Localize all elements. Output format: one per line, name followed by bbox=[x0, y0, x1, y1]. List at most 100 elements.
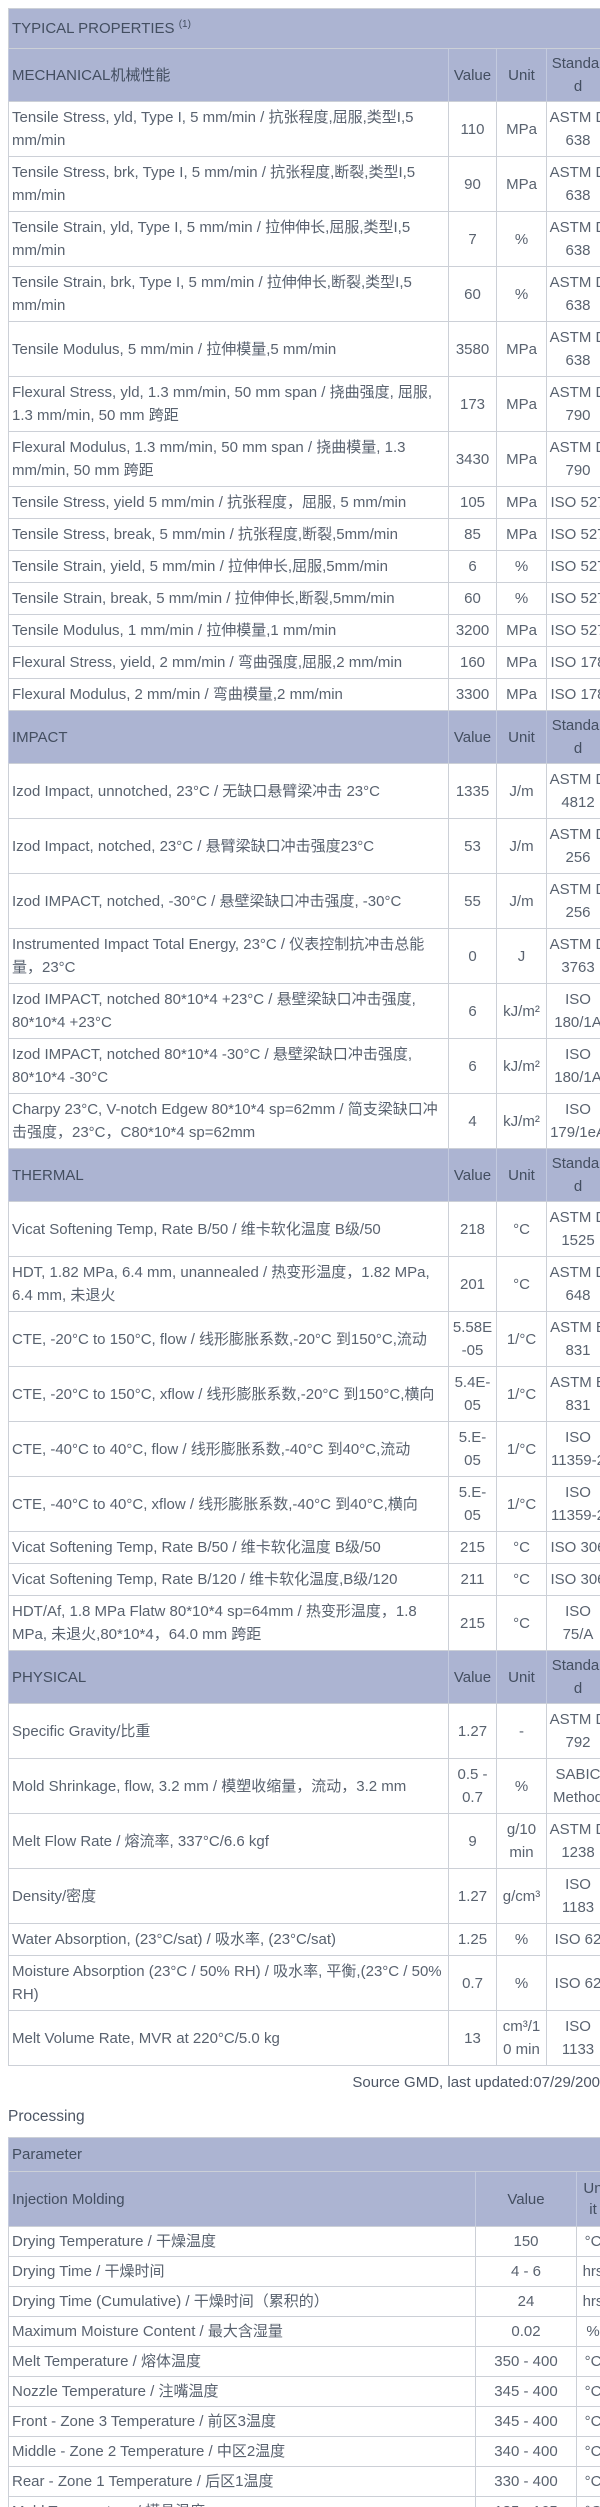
parameter-value-cell: 345 - 400 bbox=[475, 2406, 577, 2437]
property-standard-cell: ISO 306 bbox=[545, 1563, 600, 1596]
property-unit-cell: 1/°C bbox=[496, 1366, 547, 1422]
property-name-cell: Izod IMPACT, notched, -30°C / 悬壁梁缺口冲击强度,… bbox=[8, 873, 449, 929]
property-unit-cell: °C bbox=[496, 1201, 547, 1257]
section-header-row: THERMAL Value Unit Standard bbox=[8, 1148, 600, 1202]
property-value-cell: 1.27 bbox=[448, 1703, 497, 1759]
property-row: Izod IMPACT, notched 80*10*4 -30°C / 悬壁梁… bbox=[8, 1038, 600, 1094]
property-unit-cell: MPa bbox=[496, 431, 547, 487]
property-name-cell: Izod Impact, notched, 23°C / 悬臂梁缺口冲击强度23… bbox=[8, 818, 449, 874]
parameter-row: Mold Temperature / 模具温度135 - 165°C bbox=[8, 2496, 600, 2507]
property-standard-cell: ISO 527 bbox=[545, 486, 600, 519]
parameter-name-cell: Front - Zone 3 Temperature / 前区3温度 bbox=[8, 2406, 476, 2437]
parameter-name-cell: Melt Temperature / 熔体温度 bbox=[8, 2346, 476, 2377]
property-row: Tensile Modulus, 1 mm/min / 拉伸模量,1 mm/mi… bbox=[8, 614, 600, 647]
parameter-value-cell: 150 bbox=[475, 2226, 577, 2257]
property-standard-cell: SABIC Method bbox=[545, 1758, 600, 1814]
property-row: Density/密度 1.27 g/cm³ ISO 1183 bbox=[8, 1868, 600, 1924]
parameter-unit-cell: °C bbox=[575, 2376, 600, 2407]
property-standard-cell: ASTM D 256 bbox=[545, 818, 600, 874]
property-value-cell: 6 bbox=[448, 1038, 497, 1094]
property-name-cell: HDT, 1.82 MPa, 6.4 mm, unannealed / 热变形温… bbox=[8, 1256, 449, 1312]
property-value-cell: 110 bbox=[448, 101, 497, 157]
footnote-marker: (1) bbox=[178, 19, 191, 30]
property-name-cell: Charpy 23°C, V-notch Edgew 80*10*4 sp=62… bbox=[8, 1093, 449, 1149]
property-standard-cell: ASTM E 831 bbox=[545, 1311, 600, 1367]
property-unit-cell: % bbox=[496, 266, 547, 322]
property-name-cell: Water Absorption, (23°C/sat) / 吸水率, (23°… bbox=[8, 1923, 449, 1956]
property-standard-cell: ASTM D 638 bbox=[545, 211, 600, 267]
property-value-cell: 3300 bbox=[448, 678, 497, 711]
property-name-cell: CTE, -20°C to 150°C, flow / 线形膨胀系数,-20°C… bbox=[8, 1311, 449, 1367]
property-unit-cell: - bbox=[496, 1703, 547, 1759]
property-standard-cell: ASTM D 638 bbox=[545, 321, 600, 377]
property-value-cell: 211 bbox=[448, 1563, 497, 1596]
property-standard-cell: ISO 527 bbox=[545, 518, 600, 551]
property-value-cell: 55 bbox=[448, 873, 497, 929]
property-unit-cell: J/m bbox=[496, 873, 547, 929]
parameter-name-cell: Middle - Zone 2 Temperature / 中区2温度 bbox=[8, 2436, 476, 2467]
standard-column-header: Standard bbox=[545, 1650, 600, 1704]
property-unit-cell: 1/°C bbox=[496, 1476, 547, 1532]
section-header-row: IMPACT Value Unit Standard bbox=[8, 710, 600, 764]
parameter-unit-cell: °C bbox=[575, 2226, 600, 2257]
property-standard-cell: ISO 527 bbox=[545, 550, 600, 583]
property-row: Tensile Modulus, 5 mm/min / 拉伸模量,5 mm/mi… bbox=[8, 321, 600, 377]
parameter-unit-cell: °C bbox=[575, 2346, 600, 2377]
property-value-cell: 7 bbox=[448, 211, 497, 267]
property-row: Izod Impact, unnotched, 23°C / 无缺口悬臂梁冲击 … bbox=[8, 763, 600, 819]
processing-table-title-row: Parameter bbox=[7, 2137, 600, 2172]
property-value-cell: 1.27 bbox=[448, 1868, 497, 1924]
property-row: Water Absorption, (23°C/sat) / 吸水率, (23°… bbox=[8, 1923, 600, 1956]
property-value-cell: 3430 bbox=[448, 431, 497, 487]
property-row: Flexural Stress, yld, 1.3 mm/min, 50 mm … bbox=[8, 376, 600, 432]
property-unit-cell: MPa bbox=[496, 376, 547, 432]
property-value-cell: 105 bbox=[448, 486, 497, 519]
processing-subheader-row: Injection Molding Value Unit bbox=[8, 2171, 600, 2227]
property-value-cell: 5.4E-05 bbox=[448, 1366, 497, 1422]
property-value-cell: 6 bbox=[448, 550, 497, 583]
property-row: Charpy 23°C, V-notch Edgew 80*10*4 sp=62… bbox=[8, 1093, 600, 1149]
property-row: Izod IMPACT, notched 80*10*4 +23°C / 悬壁梁… bbox=[8, 983, 600, 1039]
property-unit-cell: kJ/m² bbox=[496, 1038, 547, 1094]
property-standard-cell: ASTM D 792 bbox=[545, 1703, 600, 1759]
property-standard-cell: ASTM D 638 bbox=[545, 101, 600, 157]
property-standard-cell: ASTM D 4812 bbox=[545, 763, 600, 819]
parameter-row: Front - Zone 3 Temperature / 前区3温度 345 - … bbox=[8, 2406, 600, 2437]
property-row: Moisture Absorption (23°C / 50% RH) / 吸水… bbox=[8, 1955, 600, 2011]
table-title-cell: TYPICAL PROPERTIES (1) bbox=[7, 8, 600, 49]
property-row: Izod Impact, notched, 23°C / 悬臂梁缺口冲击强度23… bbox=[8, 818, 600, 874]
table-title: TYPICAL PROPERTIES bbox=[12, 20, 175, 37]
property-name-cell: Vicat Softening Temp, Rate B/120 / 维卡软化温… bbox=[8, 1563, 449, 1596]
property-row: Instrumented Impact Total Energy, 23°C /… bbox=[8, 928, 600, 984]
property-row: CTE, -20°C to 150°C, xflow / 线形膨胀系数,-20°… bbox=[8, 1366, 600, 1422]
property-name-cell: Mold Shrinkage, flow, 3.2 mm / 模塑收缩量，流动，… bbox=[8, 1758, 449, 1814]
parameter-value-cell: 345 - 400 bbox=[475, 2376, 577, 2407]
property-row: Izod IMPACT, notched, -30°C / 悬壁梁缺口冲击强度,… bbox=[8, 873, 600, 929]
unit-column-header: Unit bbox=[496, 1650, 547, 1704]
property-standard-cell: ISO 527 bbox=[545, 614, 600, 647]
parameter-row: Drying Temperature / 干燥温度 150 °C bbox=[8, 2226, 600, 2257]
processing-table-title: Parameter bbox=[7, 2137, 600, 2172]
property-name-cell: Flexural Modulus, 1.3 mm/min, 50 mm span… bbox=[8, 431, 449, 487]
property-name-cell: HDT/Af, 1.8 MPa Flatw 80*10*4 sp=64mm / … bbox=[8, 1595, 449, 1651]
property-name-cell: Tensile Stress, yld, Type I, 5 mm/min / … bbox=[8, 101, 449, 157]
property-unit-cell: J/m bbox=[496, 818, 547, 874]
property-name-cell: Tensile Stress, brk, Type I, 5 mm/min / … bbox=[8, 156, 449, 212]
property-row: HDT, 1.82 MPa, 6.4 mm, unannealed / 热变形温… bbox=[8, 1256, 600, 1312]
property-standard-cell: ISO 178 bbox=[545, 678, 600, 711]
parameter-name-cell: Drying Temperature / 干燥温度 bbox=[8, 2226, 476, 2257]
parameter-row: Rear - Zone 1 Temperature / 后区1温度 330 - 4… bbox=[8, 2466, 600, 2497]
property-value-cell: 215 bbox=[448, 1531, 497, 1564]
property-row: Tensile Strain, break, 5 mm/min / 拉伸伸长,断… bbox=[8, 582, 600, 615]
property-value-cell: 173 bbox=[448, 376, 497, 432]
parameter-row: Maximum Moisture Content / 最大含湿量 0.02% bbox=[8, 2316, 600, 2347]
property-name-cell: Tensile Strain, yield, 5 mm/min / 拉伸伸长,屈… bbox=[8, 550, 449, 583]
property-name-cell: Tensile Modulus, 5 mm/min / 拉伸模量,5 mm/mi… bbox=[8, 321, 449, 377]
property-row: Tensile Stress, brk, Type I, 5 mm/min / … bbox=[8, 156, 600, 212]
property-name-cell: Tensile Strain, yld, Type I, 5 mm/min / … bbox=[8, 211, 449, 267]
property-unit-cell: MPa bbox=[496, 614, 547, 647]
parameter-name-cell: Nozzle Temperature / 注嘴温度 bbox=[8, 2376, 476, 2407]
property-unit-cell: 1/°C bbox=[496, 1421, 547, 1477]
property-name-cell: Tensile Strain, brk, Type I, 5 mm/min / … bbox=[8, 266, 449, 322]
